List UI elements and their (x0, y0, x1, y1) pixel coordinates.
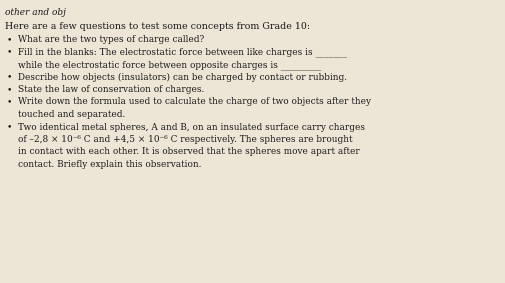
Text: while the electrostatic force between opposite charges is _________: while the electrostatic force between op… (18, 60, 321, 70)
Text: •: • (7, 85, 13, 94)
Text: •: • (7, 98, 13, 106)
Text: What are the two types of charge called?: What are the two types of charge called? (18, 35, 204, 44)
Text: in contact with each other. It is observed that the spheres move apart after: in contact with each other. It is observ… (18, 147, 360, 156)
Text: •: • (7, 35, 13, 44)
Text: State the law of conservation of charges.: State the law of conservation of charges… (18, 85, 205, 94)
Text: of –2,8 × 10⁻⁶ C and +4,5 × 10⁻⁶ C respectively. The spheres are brought: of –2,8 × 10⁻⁶ C and +4,5 × 10⁻⁶ C respe… (18, 135, 352, 144)
Text: other and obj: other and obj (5, 8, 66, 17)
Text: •: • (7, 72, 13, 82)
Text: Fill in the blanks: The electrostatic force between like charges is _______: Fill in the blanks: The electrostatic fo… (18, 48, 347, 57)
Text: Describe how objects (insulators) can be charged by contact or rubbing.: Describe how objects (insulators) can be… (18, 72, 347, 82)
Text: touched and separated.: touched and separated. (18, 110, 125, 119)
Text: contact. Briefly explain this observation.: contact. Briefly explain this observatio… (18, 160, 201, 169)
Text: Two identical metal spheres, A and B, on an insulated surface carry charges: Two identical metal spheres, A and B, on… (18, 123, 365, 132)
Text: •: • (7, 123, 13, 132)
Text: •: • (7, 48, 13, 57)
Text: Write down the formula used to calculate the charge of two objects after they: Write down the formula used to calculate… (18, 98, 371, 106)
Text: Here are a few questions to test some concepts from Grade 10:: Here are a few questions to test some co… (5, 22, 310, 31)
